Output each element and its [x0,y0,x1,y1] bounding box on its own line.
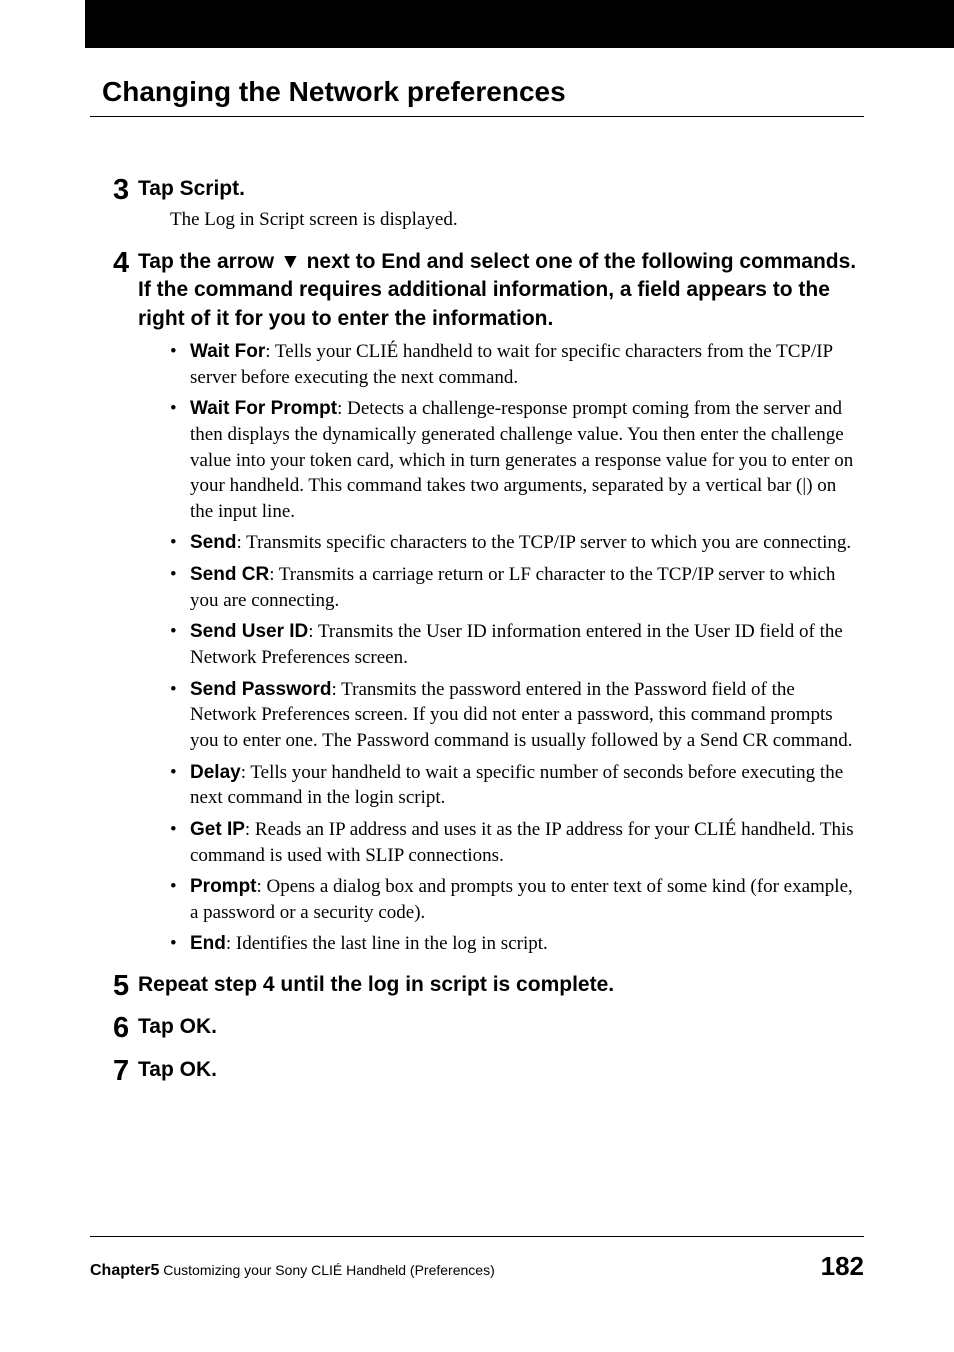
chapter-subtitle: Customizing your Sony CLIÉ Handheld (Pre… [163,1262,495,1278]
page-content: Changing the Network preferences 3 Tap S… [0,0,954,1084]
footer-left: Chapter5 Customizing your Sony CLIÉ Hand… [90,1262,495,1280]
bullet-item: Send User ID: Transmits the User ID info… [170,619,864,670]
step-header: 7 Tap OK. [138,1056,864,1084]
bullet-text: : Tells your CLIÉ handheld to wait for s… [190,341,832,388]
bullet-text: : Reads an IP address and uses it as the… [190,819,854,866]
step-header: 4 Tap the arrow ▼ next to End and select… [138,248,864,333]
bullet-term: Send User ID [190,621,308,642]
bullet-list: Wait For: Tells your CLIÉ handheld to wa… [170,339,864,957]
bullet-item: Send: Transmits specific characters to t… [170,530,864,556]
bullet-term: Send CR [190,564,269,585]
bullet-term: Wait For Prompt [190,398,337,419]
step-3: 3 Tap Script. The Log in Script screen i… [90,175,864,234]
bullet-item: Get IP: Reads an IP address and uses it … [170,817,864,868]
page-number: 182 [821,1251,864,1282]
step-header: 6 Tap OK. [138,1013,864,1041]
step-6: 6 Tap OK. [90,1013,864,1041]
bullet-item: End: Identifies the last line in the log… [170,931,864,957]
step-title: Tap OK. [138,1058,217,1081]
bullet-text: : Opens a dialog box and prompts you to … [190,876,853,923]
bullet-text: : Transmits a carriage return or LF char… [190,564,835,611]
footer-content: Chapter5 Customizing your Sony CLIÉ Hand… [90,1251,864,1282]
step-title: Tap OK. [138,1015,217,1038]
step-description: The Log in Script screen is displayed. [170,207,864,234]
bullet-term: Prompt [190,876,257,897]
step-7: 7 Tap OK. [90,1056,864,1084]
bullet-term: Send [190,532,236,553]
bullet-item: Wait For: Tells your CLIÉ handheld to wa… [170,339,864,390]
step-number: 7 [113,1052,129,1091]
step-4: 4 Tap the arrow ▼ next to End and select… [90,248,864,957]
chapter-label: Chapter5 [90,1262,159,1279]
step-title: Repeat step 4 until the log in script is… [138,973,614,996]
bullet-item: Send Password: Transmits the password en… [170,677,864,754]
bullet-term: Delay [190,762,241,783]
bullet-text: : Tells your handheld to wait a specific… [190,762,843,809]
step-5: 5 Repeat step 4 until the log in script … [90,971,864,999]
bullet-item: Wait For Prompt: Detects a challenge-res… [170,396,864,524]
step-header: 5 Repeat step 4 until the log in script … [138,971,864,999]
step-number: 6 [113,1009,129,1048]
step-number: 5 [113,967,129,1006]
bullet-item: Delay: Tells your handheld to wait a spe… [170,760,864,811]
footer-divider [90,1236,864,1237]
page-footer: Chapter5 Customizing your Sony CLIÉ Hand… [90,1236,864,1282]
section-divider [90,116,864,117]
header-band [85,0,954,48]
step-number: 4 [113,244,129,283]
bullet-text: : Identifies the last line in the log in… [226,933,548,954]
bullet-item: Prompt: Opens a dialog box and prompts y… [170,874,864,925]
bullet-term: Wait For [190,341,265,362]
step-title: Tap Script. [138,177,245,200]
bullet-term: Send Password [190,679,332,700]
bullet-item: Send CR: Transmits a carriage return or … [170,562,864,613]
step-title: Tap the arrow ▼ next to End and select o… [138,250,856,330]
bullet-term: End [190,933,226,954]
step-number: 3 [113,171,129,210]
step-header: 3 Tap Script. [138,175,864,203]
bullet-term: Get IP [190,819,245,840]
bullet-text: : Transmits specific characters to the T… [236,532,851,553]
section-title: Changing the Network preferences [90,76,864,108]
